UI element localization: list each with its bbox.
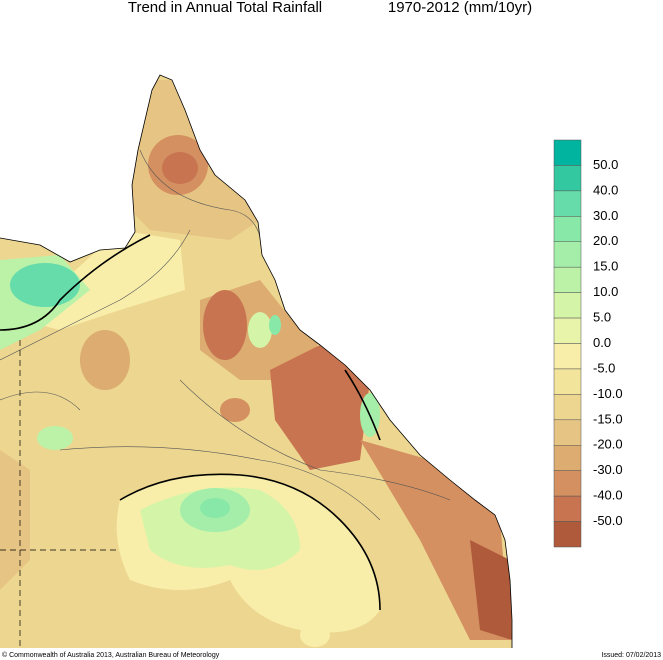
- map-title: Trend in Annual Total Rainfall: [128, 0, 322, 16]
- legend-swatch: [553, 292, 582, 319]
- legend-swatch: [553, 266, 582, 293]
- coastline: [0, 74, 513, 648]
- legend-swatch: [553, 521, 582, 548]
- legend-label: 30.0: [593, 208, 618, 223]
- legend-label: -10.0: [593, 386, 623, 401]
- map-period: 1970-2012 (mm/10yr): [388, 0, 532, 16]
- legend: 50.0 40.0 30.0 20.0 15.0 10.0 5.0 0.0 -5.0 -10.0 -…: [553, 139, 623, 548]
- legend-label: 50.0: [593, 157, 618, 172]
- legend-swatch: [553, 343, 582, 370]
- rainfall-trend-field: [0, 75, 512, 648]
- legend-label: 10.0: [593, 284, 618, 299]
- legend-label: -20.0: [593, 437, 623, 452]
- legend-swatch: [553, 216, 582, 242]
- legend-swatch: [553, 368, 582, 395]
- issued-date: Issued: 07/02/2013: [601, 652, 661, 659]
- legend-label: 5.0: [593, 310, 611, 325]
- legend-swatch: [553, 445, 582, 471]
- legend-label: 0.0: [593, 335, 611, 350]
- legend-swatch: [553, 139, 582, 166]
- legend-label: 40.0: [593, 182, 618, 197]
- legend-label: 15.0: [593, 259, 618, 274]
- legend-swatch: [553, 394, 582, 421]
- legend-label: -5.0: [593, 360, 615, 375]
- legend-swatch: [553, 165, 582, 192]
- legend-swatch: [553, 190, 582, 217]
- legend-label: -30.0: [593, 462, 623, 477]
- legend-label: -40.0: [593, 488, 623, 503]
- legend-label: 20.0: [593, 233, 618, 248]
- legend-swatch: [553, 317, 582, 344]
- legend-label: -50.0: [593, 513, 623, 528]
- copyright: © Commonwealth of Australia 2013, Austra…: [2, 651, 220, 659]
- legend-swatch: [553, 419, 582, 446]
- legend-swatch: [553, 470, 582, 497]
- legend-swatch: [553, 495, 582, 522]
- legend-swatch: [553, 241, 582, 268]
- state-border: [0, 340, 120, 648]
- legend-label: -15.0: [593, 411, 623, 426]
